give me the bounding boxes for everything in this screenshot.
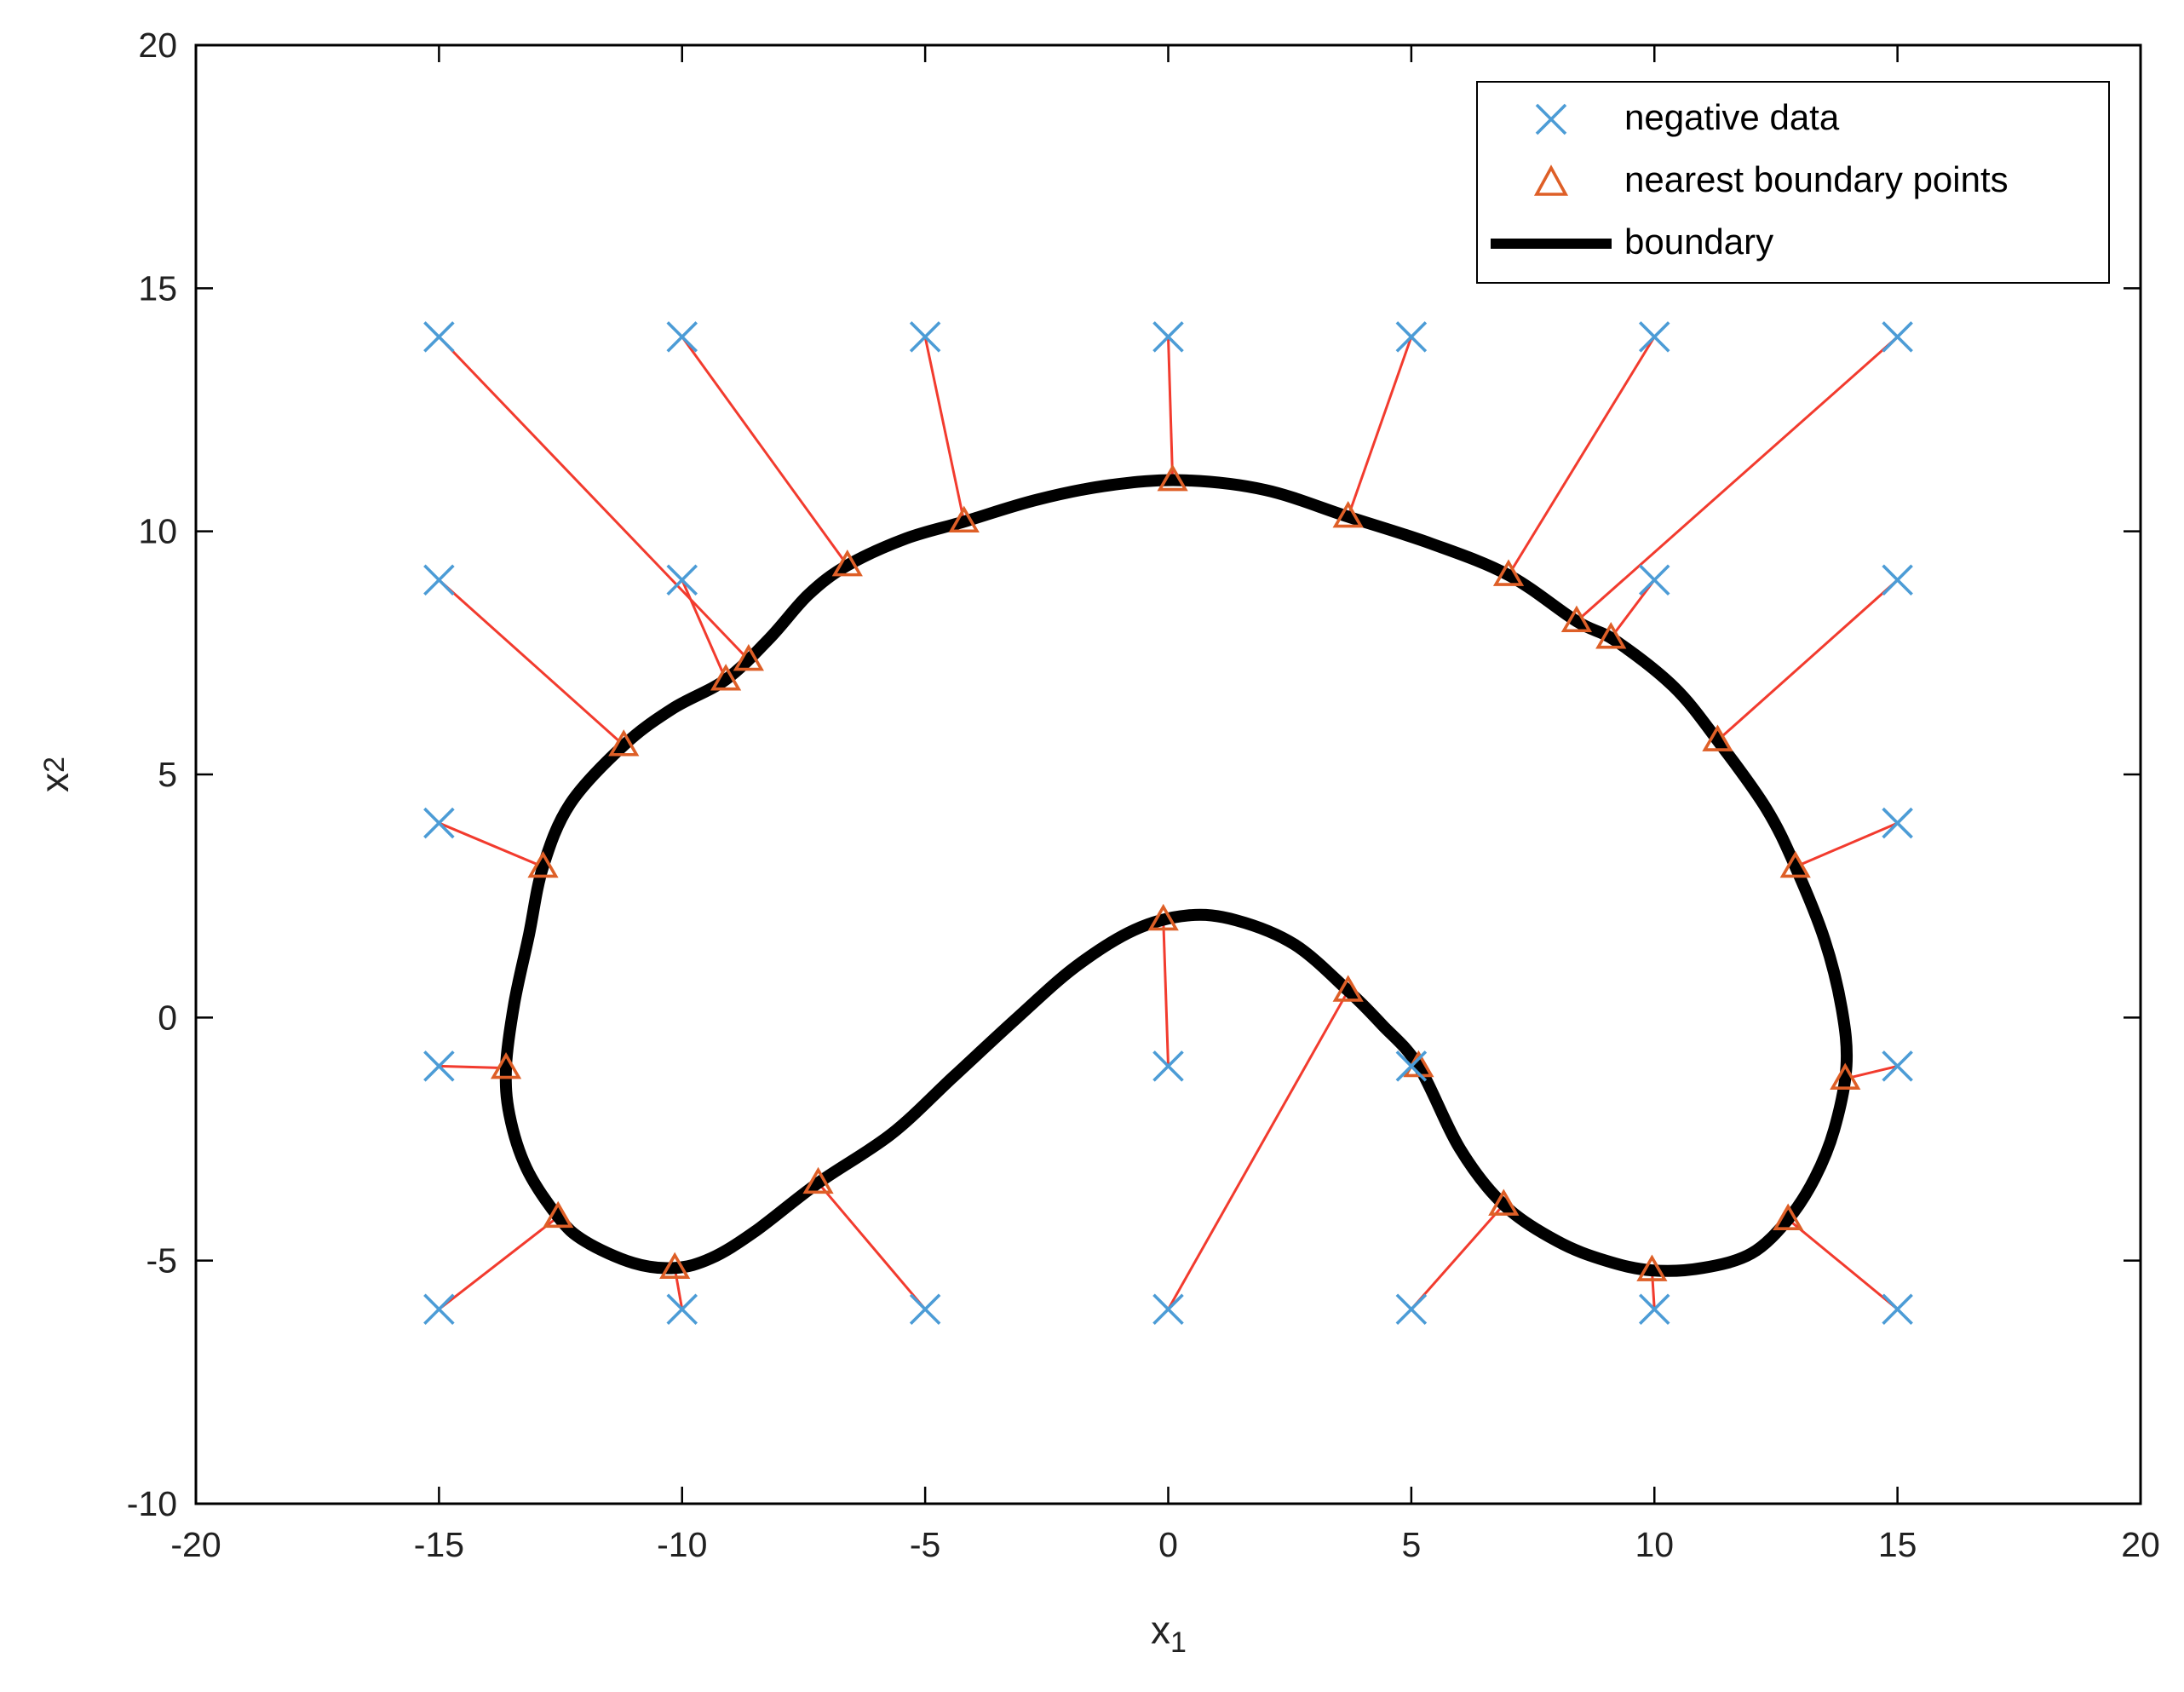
svg-text:-10: -10: [657, 1525, 707, 1564]
legend-label: negative data: [1624, 96, 1840, 137]
legend: negative data nearest boundary points bo…: [1476, 81, 2110, 284]
boundary-curve: [499, 474, 1854, 1277]
legend-label: boundary: [1624, 222, 1774, 262]
connector-lines: [438, 336, 1899, 1310]
svg-text:10: 10: [138, 512, 177, 551]
svg-text:-10: -10: [127, 1484, 177, 1523]
svg-text:5: 5: [1401, 1525, 1421, 1564]
legend-item-boundary: boundary: [1478, 214, 2108, 273]
negative-data-markers: [423, 321, 1913, 1326]
legend-item-nearest-boundary-points: nearest boundary points: [1478, 152, 2108, 211]
svg-text:0: 0: [158, 998, 177, 1037]
triangle-marker-icon: [1478, 162, 1624, 201]
line-marker-icon: [1478, 224, 1624, 263]
legend-label: nearest boundary points: [1624, 158, 2009, 199]
legend-item-negative-data: negative data: [1478, 89, 2108, 149]
svg-text:20: 20: [2121, 1525, 2160, 1564]
nearest-boundary-point-markers: [490, 463, 1861, 1281]
svg-text:15: 15: [138, 268, 177, 308]
svg-text:20: 20: [138, 26, 177, 65]
svg-text:0: 0: [1158, 1525, 1178, 1564]
svg-text:-5: -5: [147, 1241, 177, 1281]
x-axis-label: x1: [1151, 1608, 1187, 1660]
svg-text:-15: -15: [414, 1525, 464, 1564]
svg-text:15: 15: [1878, 1525, 1917, 1564]
svg-text:5: 5: [158, 755, 177, 794]
svg-text:-5: -5: [910, 1525, 940, 1564]
x-marker-icon: [1478, 100, 1624, 139]
svg-text:-20: -20: [170, 1525, 221, 1564]
svg-text:10: 10: [1635, 1525, 1674, 1564]
